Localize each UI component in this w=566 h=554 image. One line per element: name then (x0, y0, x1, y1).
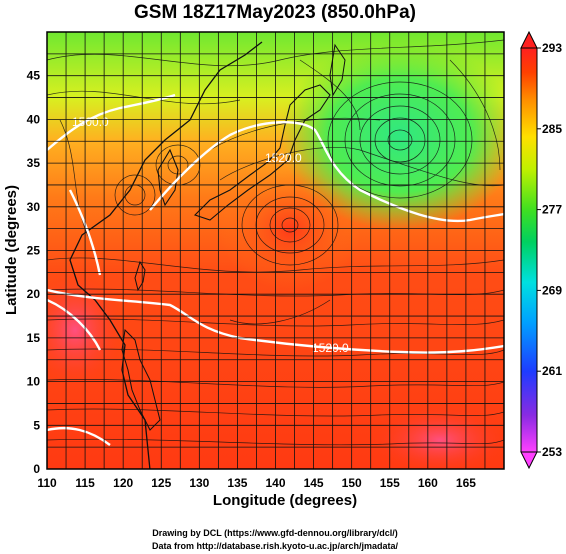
chart-title: GSM 18Z17May2023 (850.0hPa) (134, 2, 416, 23)
cyclone-cold-core (280, 40, 504, 230)
y-tick-label: 40 (27, 112, 41, 126)
x-tick-label: 155 (380, 476, 400, 490)
warm-anticyclone (220, 170, 360, 290)
coastline-asia (69, 41, 263, 469)
contour-label-1500: 1500.0 (72, 115, 109, 129)
x-tick-label: 130 (189, 476, 209, 490)
y-tick-label: 35 (27, 156, 41, 170)
colorbar: 293 285 277 269 261 253 (520, 30, 562, 470)
x-tick-label: 145 (304, 476, 324, 490)
y-tick-label: 10 (27, 375, 41, 389)
x-tick-label: 150 (342, 476, 362, 490)
colorbar-ramp (520, 47, 538, 453)
colorbar-tick-label: 261 (542, 364, 562, 378)
x-tick-label: 160 (418, 476, 438, 490)
y-tick-label: 0 (33, 462, 40, 476)
colorbar-tick-label: 269 (542, 283, 562, 297)
coastline-korea (157, 148, 179, 207)
hot-region-west (47, 270, 125, 390)
y-axis-ticks: 0 5 10 15 20 25 30 35 40 45 (27, 69, 41, 476)
contour-line-1520-west (47, 189, 102, 351)
contour-line-1520-north (149, 121, 504, 223)
credit-drawing: Drawing by DCL (https://www.gfd-dennou.o… (152, 528, 398, 538)
colorbar-tick-labels: 293 285 277 269 261 253 (537, 41, 562, 459)
x-tick-label: 125 (151, 476, 171, 490)
contour-label-1520-south: 1520.0 (312, 341, 349, 355)
y-tick-label: 25 (27, 244, 41, 258)
x-tick-label: 140 (265, 476, 285, 490)
hot-region-east (370, 405, 504, 469)
y-tick-label: 20 (27, 287, 41, 301)
wind-streamlines (47, 39, 504, 446)
colorbar-bottom-arrow (520, 451, 538, 470)
map-plot-area: 1500.0 1520.0 1520.0 (47, 32, 504, 469)
contour-label-1520-north: 1520.0 (265, 151, 302, 165)
x-tick-label: 120 (113, 476, 133, 490)
x-axis-ticks: 110 115 120 125 130 135 140 145 150 155 160 165 (37, 476, 476, 490)
coastline-taiwan (134, 260, 146, 292)
plot-frame (46, 31, 505, 470)
y-tick-label: 45 (27, 69, 41, 83)
y-axis-label: Latitude (degrees) (3, 185, 20, 315)
y-tick-label: 30 (27, 200, 41, 214)
x-axis-label: Longitude (degrees) (213, 492, 357, 509)
y-tick-label: 15 (27, 331, 41, 345)
x-tick-label: 165 (456, 476, 476, 490)
y-tick-label: 5 (33, 418, 40, 432)
coastline-japan (193, 84, 331, 221)
colorbar-tick-label: 293 (542, 41, 562, 55)
colorbar-top-arrow (520, 30, 538, 49)
x-tick-label: 115 (75, 476, 95, 490)
x-tick-label: 110 (37, 476, 57, 490)
colorbar-tick-label: 277 (542, 203, 562, 217)
lat-lon-grid (47, 32, 504, 469)
colorbar-tick-label: 253 (542, 445, 562, 459)
contour-line-1500 (47, 93, 176, 151)
credit-data: Data from http://database.rish.kyoto-u.a… (152, 541, 399, 551)
x-tick-label: 135 (227, 476, 247, 490)
colorbar-tick-label: 285 (542, 122, 562, 136)
